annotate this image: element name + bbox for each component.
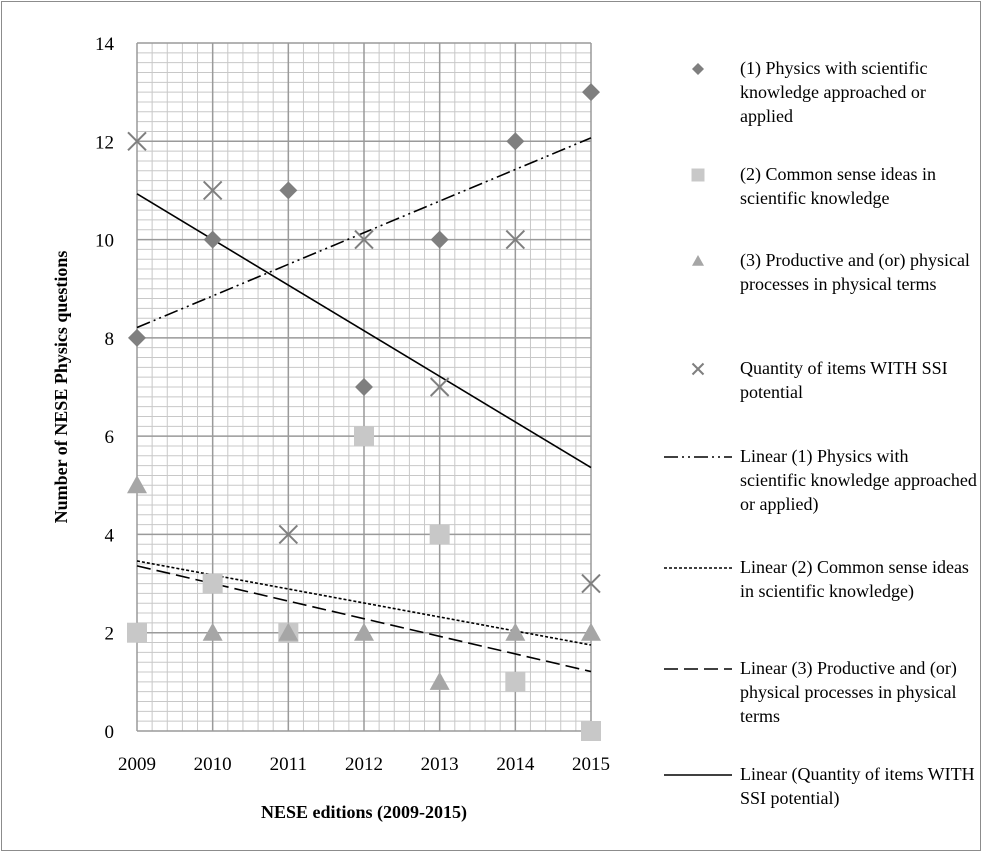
legend-swatch xyxy=(691,168,705,182)
point-diamond xyxy=(128,328,146,347)
y-tick-label: 10 xyxy=(95,231,114,252)
point-triangle xyxy=(429,671,450,690)
y-tick-label: 12 xyxy=(95,132,114,153)
point-x xyxy=(429,377,450,397)
legend-marker xyxy=(691,362,705,376)
series xyxy=(127,475,601,690)
legend-label: (1) Physics with scientific knowledge ap… xyxy=(740,58,928,126)
point-triangle xyxy=(581,622,601,641)
y-tick-label: 6 xyxy=(105,427,115,448)
legend-label: Linear (1) Physics with scientific knowl… xyxy=(740,446,977,514)
trendline xyxy=(136,565,592,673)
legend-label: Linear (2) Common sense ideas in scienti… xyxy=(740,557,969,601)
x-tick-label: 2014 xyxy=(496,754,535,775)
point-square xyxy=(505,671,526,692)
y-tick-labels: 0 2 4 6 8 10 12 14 xyxy=(95,34,115,743)
point-square xyxy=(202,573,223,594)
point-square xyxy=(354,426,374,447)
point-x xyxy=(581,573,601,594)
point-square xyxy=(581,721,601,741)
point-triangle xyxy=(127,475,147,494)
point-triangle xyxy=(202,622,223,641)
x-tick-label: 2015 xyxy=(572,754,610,775)
y-tick-label: 14 xyxy=(95,34,115,55)
legend-marker xyxy=(692,63,704,75)
legend-label: Linear (3) Productive and (or) physical … xyxy=(740,658,957,726)
x-tick-label: 2009 xyxy=(118,754,156,775)
point-diamond xyxy=(430,230,449,249)
point-square xyxy=(127,622,147,643)
point-diamond xyxy=(355,378,373,396)
series xyxy=(128,83,600,396)
legend-swatch xyxy=(664,668,732,670)
legend-label: (3) Productive and (or) physical process… xyxy=(740,250,970,294)
y-tick-label: 4 xyxy=(105,525,115,546)
x-tick-label: 2012 xyxy=(345,754,383,775)
point-x xyxy=(278,524,299,545)
x-axis-title: NESE editions (2009-2015) xyxy=(261,802,467,823)
point-square xyxy=(429,524,450,545)
x-tick-labels: 2009 2010 2011 2012 2013 2014 2015 xyxy=(118,754,610,775)
legend-label: Linear (Quantity of items WITH SSI poten… xyxy=(740,764,975,808)
legend-swatch xyxy=(664,456,732,458)
y-tick-label: 0 xyxy=(105,722,115,743)
y-axis-title: Number of NESE Physics questions xyxy=(51,251,71,524)
legend-marker xyxy=(691,168,705,182)
point-triangle xyxy=(505,622,526,641)
point-x xyxy=(202,180,223,201)
legend-swatch xyxy=(664,774,732,776)
y-tick-label: 2 xyxy=(105,624,115,645)
x-tick-label: 2010 xyxy=(194,754,232,775)
legend-marker xyxy=(692,255,704,266)
point-x xyxy=(354,229,374,250)
point-x xyxy=(127,131,147,151)
x-tick-label: 2013 xyxy=(421,754,459,775)
legend-swatch xyxy=(692,255,704,266)
trendline xyxy=(136,137,592,329)
point-diamond xyxy=(203,230,222,249)
point-diamond xyxy=(279,181,298,200)
legend-label: (2) Common sense ideas in scientific kno… xyxy=(740,164,936,208)
point-diamond xyxy=(506,132,525,151)
series xyxy=(127,131,601,594)
point-triangle xyxy=(278,622,299,641)
point-diamond xyxy=(582,83,600,102)
point-triangle xyxy=(354,622,374,641)
legend: (1) Physics with scientific knowledge ap… xyxy=(662,44,980,844)
legend-label: Quantity of items WITH SSI potential xyxy=(740,358,948,402)
legend-swatch xyxy=(691,362,705,376)
data-points xyxy=(127,83,601,741)
legend-swatch xyxy=(664,567,732,569)
legend-swatch xyxy=(692,63,704,75)
x-tick-label: 2011 xyxy=(270,754,307,775)
point-x xyxy=(505,229,526,250)
y-tick-label: 8 xyxy=(105,329,115,350)
